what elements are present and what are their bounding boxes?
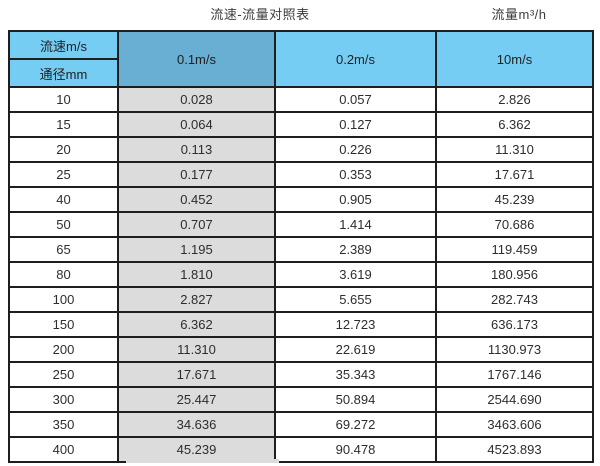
- table-row: 20 0.113 0.226 11.310: [8, 136, 594, 163]
- table-row: 65 1.195 2.389 119.459: [8, 236, 594, 263]
- diameter-cell: 65: [8, 236, 119, 263]
- table-row: 250 17.671 35.343 1767.146: [8, 361, 594, 388]
- flow-value-cell: 6.362: [117, 311, 276, 338]
- flow-value-cell: 50.894: [274, 386, 437, 413]
- table-title: 流速-流量对照表: [210, 7, 310, 22]
- table-row: 50 0.707 1.414 70.686: [8, 211, 594, 238]
- header-velocity-0-2: 0.2m/s: [274, 30, 437, 88]
- table-row: 25 0.177 0.353 17.671: [8, 161, 594, 188]
- diameter-cell: 40: [8, 186, 119, 213]
- diameter-cell: 200: [8, 336, 119, 363]
- flow-value-cell: 2.389: [274, 236, 437, 263]
- flow-value-cell: 1.414: [274, 211, 437, 238]
- table-row: 80 1.810 3.619 180.956: [8, 261, 594, 288]
- header-velocity-0-1: 0.1m/s: [117, 30, 276, 88]
- flow-value-cell: 70.686: [435, 211, 594, 238]
- table-row: 150 6.362 12.723 636.173: [8, 311, 594, 338]
- diameter-cell: 80: [8, 261, 119, 288]
- flow-unit-label: 流量m³/h: [491, 7, 547, 22]
- table-row: 15 0.064 0.127 6.362: [8, 111, 594, 138]
- table-body: 10 0.028 0.057 2.826 15 0.064 0.127 6.362 20 0.11…: [8, 86, 594, 463]
- flow-value-cell: 3463.606: [435, 411, 594, 438]
- flow-value-cell: 5.655: [274, 286, 437, 313]
- flow-value-cell: 0.226: [274, 136, 437, 163]
- header-velocity-10: 10m/s: [435, 30, 594, 88]
- flow-value-cell: 17.671: [435, 161, 594, 188]
- flow-value-cell: 4523.893: [435, 436, 594, 463]
- diameter-cell: 15: [8, 111, 119, 138]
- table-header: 流速m/s 0.1m/s 0.2m/s 10m/s 通径mm: [8, 30, 594, 88]
- flow-value-cell: 0.028: [117, 86, 276, 113]
- table-row: 100 2.827 5.655 282.743: [8, 286, 594, 313]
- flow-value-cell: 0.064: [117, 111, 276, 138]
- diameter-cell: 350: [8, 411, 119, 438]
- flow-value-cell: 3.619: [274, 261, 437, 288]
- flow-value-cell: 0.177: [117, 161, 276, 188]
- flow-value-cell: 22.619: [274, 336, 437, 363]
- diameter-cell: 20: [8, 136, 119, 163]
- diameter-cell: 150: [8, 311, 119, 338]
- flow-value-cell: 180.956: [435, 261, 594, 288]
- header-flow-speed-label: 流速m/s: [8, 30, 119, 60]
- diameter-cell: 10: [8, 86, 119, 113]
- flow-value-cell: 0.707: [117, 211, 276, 238]
- table-row: 400 45.239 90.478 4523.893: [8, 436, 594, 463]
- highlight-column-overhang: [126, 459, 279, 463]
- flow-value-cell: 0.113: [117, 136, 276, 163]
- flow-value-cell: 0.353: [274, 161, 437, 188]
- flow-value-cell: 636.173: [435, 311, 594, 338]
- flow-value-cell: 0.127: [274, 111, 437, 138]
- table-row: 10 0.028 0.057 2.826: [8, 86, 594, 113]
- flow-value-cell: 2.826: [435, 86, 594, 113]
- flow-value-cell: 6.362: [435, 111, 594, 138]
- table-row: 40 0.452 0.905 45.239: [8, 186, 594, 213]
- flow-value-cell: 1767.146: [435, 361, 594, 388]
- flow-value-cell: 0.452: [117, 186, 276, 213]
- flow-value-cell: 1.195: [117, 236, 276, 263]
- flow-value-cell: 45.239: [435, 186, 594, 213]
- flow-comparison-table: 流速m/s 0.1m/s 0.2m/s 10m/s 通径mm 10 0.028 0.…: [8, 30, 594, 463]
- flow-value-cell: 45.239: [117, 436, 276, 463]
- flow-value-cell: 12.723: [274, 311, 437, 338]
- table-row: 300 25.447 50.894 2544.690: [8, 386, 594, 413]
- diameter-cell: 250: [8, 361, 119, 388]
- flow-value-cell: 90.478: [274, 436, 437, 463]
- flow-value-cell: 282.743: [435, 286, 594, 313]
- flow-value-cell: 11.310: [435, 136, 594, 163]
- table-row: 200 11.310 22.619 1130.973: [8, 336, 594, 363]
- diameter-cell: 50: [8, 211, 119, 238]
- flow-value-cell: 17.671: [117, 361, 276, 388]
- flow-value-cell: 1130.973: [435, 336, 594, 363]
- flow-value-cell: 35.343: [274, 361, 437, 388]
- diameter-cell: 400: [8, 436, 119, 463]
- flow-value-cell: 25.447: [117, 386, 276, 413]
- flow-value-cell: 34.636: [117, 411, 276, 438]
- diameter-cell: 25: [8, 161, 119, 188]
- diameter-cell: 100: [8, 286, 119, 313]
- table-row: 350 34.636 69.272 3463.606: [8, 411, 594, 438]
- flow-value-cell: 0.905: [274, 186, 437, 213]
- flow-value-cell: 2544.690: [435, 386, 594, 413]
- flow-value-cell: 1.810: [117, 261, 276, 288]
- header-diameter-label: 通径mm: [8, 58, 119, 88]
- flow-value-cell: 119.459: [435, 236, 594, 263]
- flow-value-cell: 11.310: [117, 336, 276, 363]
- diameter-cell: 300: [8, 386, 119, 413]
- flow-value-cell: 69.272: [274, 411, 437, 438]
- flow-value-cell: 0.057: [274, 86, 437, 113]
- flow-value-cell: 2.827: [117, 286, 276, 313]
